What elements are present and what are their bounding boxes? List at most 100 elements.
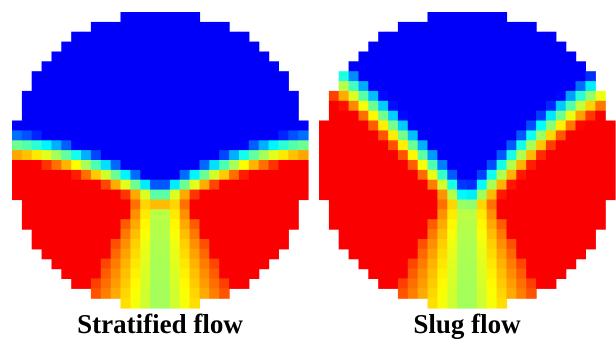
pixel xyxy=(408,32,419,43)
pixel xyxy=(180,32,191,43)
pixel xyxy=(497,288,508,299)
pixel xyxy=(359,52,370,63)
pixel xyxy=(585,219,596,230)
pixel xyxy=(209,288,220,299)
pixel xyxy=(536,101,547,112)
pixel xyxy=(566,52,577,63)
pixel xyxy=(319,140,330,151)
pixel xyxy=(378,200,389,211)
pixel xyxy=(140,160,151,171)
pixel xyxy=(556,190,567,201)
pixel xyxy=(349,209,360,220)
pixel xyxy=(576,111,587,122)
pixel xyxy=(428,150,439,161)
pixel xyxy=(477,130,488,141)
pixel xyxy=(408,269,419,280)
pixel xyxy=(239,32,250,43)
pixel xyxy=(111,150,122,161)
pixel xyxy=(101,219,112,230)
pixel xyxy=(428,91,439,102)
pixel xyxy=(81,219,92,230)
pixel xyxy=(209,32,220,43)
pixel xyxy=(428,259,439,270)
pixel xyxy=(190,200,201,211)
pixel xyxy=(467,209,478,220)
pixel xyxy=(487,170,498,181)
pixel xyxy=(556,219,567,230)
pixel xyxy=(229,180,240,191)
pixel xyxy=(595,200,606,211)
pixel xyxy=(418,101,429,112)
pixel xyxy=(339,150,350,161)
pixel xyxy=(487,278,498,289)
pixel xyxy=(418,170,429,181)
pixel xyxy=(516,32,527,43)
pixel xyxy=(42,170,53,181)
pixel xyxy=(111,209,122,220)
pixel xyxy=(52,81,63,92)
pixel xyxy=(388,239,399,250)
pixel xyxy=(121,288,132,299)
pixel xyxy=(329,91,340,102)
pixel xyxy=(278,81,289,92)
pixel xyxy=(329,190,340,201)
pixel xyxy=(278,190,289,201)
pixel xyxy=(229,52,240,63)
pixel xyxy=(556,259,567,270)
pixel xyxy=(418,269,429,280)
pixel xyxy=(566,219,577,230)
pixel xyxy=(150,32,161,43)
pixel xyxy=(536,229,547,240)
pixel xyxy=(259,209,270,220)
pixel xyxy=(368,52,379,63)
pixel xyxy=(447,22,458,33)
pixel xyxy=(229,111,240,122)
pixel xyxy=(150,249,161,259)
pixel xyxy=(447,12,458,23)
pixel xyxy=(101,229,112,240)
pixel xyxy=(288,209,299,220)
pixel xyxy=(388,269,399,280)
pixel xyxy=(497,101,508,112)
pixel xyxy=(507,269,518,280)
pixel xyxy=(329,111,340,122)
pixel xyxy=(368,160,379,171)
pixel xyxy=(359,81,370,92)
pixel xyxy=(398,180,409,191)
pixel xyxy=(497,71,508,82)
pixel xyxy=(497,160,508,171)
pixel xyxy=(447,101,458,112)
pixel xyxy=(418,61,429,72)
pixel xyxy=(209,111,220,122)
caption: Stratified flow xyxy=(77,309,243,339)
pixel xyxy=(269,160,280,171)
pixel xyxy=(150,81,161,92)
pixel xyxy=(81,52,92,63)
pixel xyxy=(516,190,527,201)
pixel xyxy=(229,219,240,230)
pixel xyxy=(477,111,488,122)
pixel xyxy=(298,160,309,171)
pixel xyxy=(52,239,63,250)
pixel xyxy=(556,140,567,151)
pixel xyxy=(288,91,299,102)
pixel xyxy=(329,160,340,171)
pixel xyxy=(339,91,350,102)
pixel xyxy=(329,219,340,230)
pixel xyxy=(349,130,360,141)
pixel xyxy=(160,209,171,220)
pixel xyxy=(249,170,259,181)
pixel xyxy=(91,52,102,63)
pixel xyxy=(52,200,63,211)
pixel xyxy=(150,12,161,23)
pixel xyxy=(91,249,102,259)
pixel xyxy=(81,160,92,171)
pixel xyxy=(368,219,379,230)
pixel xyxy=(239,130,250,141)
pixel xyxy=(329,180,340,191)
pixel xyxy=(368,71,379,82)
pixel xyxy=(605,150,616,161)
pixel xyxy=(536,170,547,181)
pixel xyxy=(428,288,439,299)
pixel xyxy=(605,190,616,201)
